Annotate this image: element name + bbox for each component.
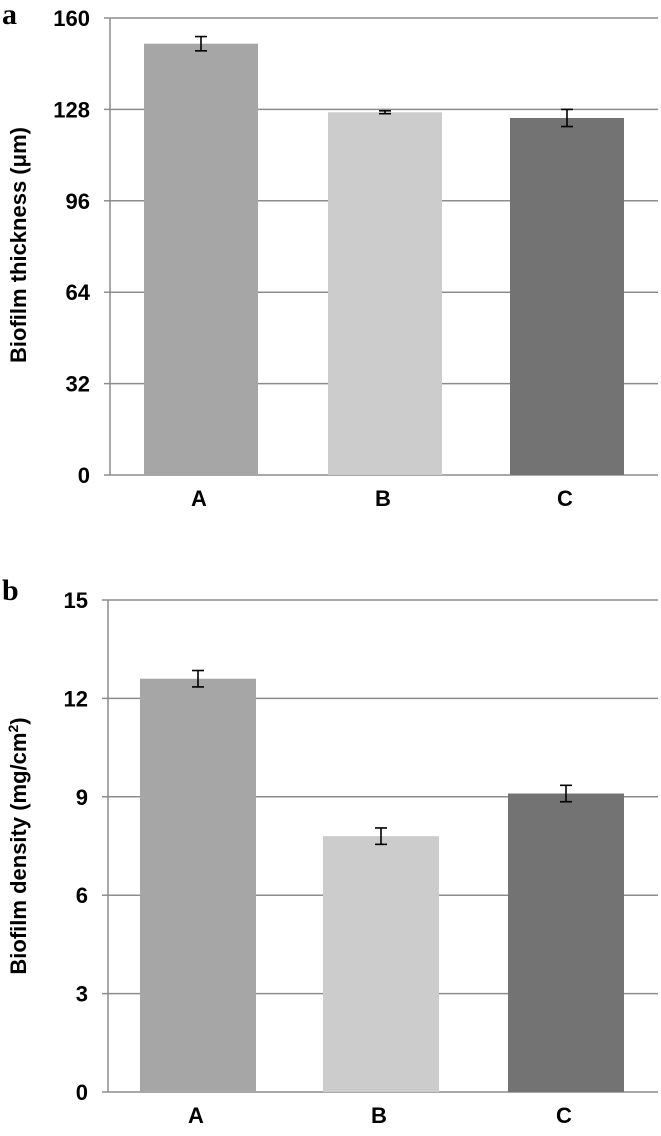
- panel-a-y-tick-label: 32: [66, 372, 90, 397]
- panel-a-bar-B: [328, 112, 442, 475]
- panel-b-y-tick-label: 6: [76, 883, 88, 908]
- panel-a-y-axis-title: Biofilm thickness (μm): [6, 127, 31, 363]
- panel-b-bar-B: [323, 836, 439, 1092]
- panel-a-category-label: A: [191, 486, 207, 511]
- panel-a-error-bars: [195, 35, 573, 128]
- panel-a-y-tick-label: 0: [78, 463, 90, 488]
- panel-b-y-axis-title-end: ): [6, 717, 31, 724]
- panel-a-category-label: B: [375, 486, 391, 511]
- panel-a-y-tick-label: 160: [53, 6, 90, 31]
- panel-b-error-bar-B: [375, 827, 387, 846]
- panel-a-y-tick-label: 128: [53, 97, 90, 122]
- panel-a-bar-A: [144, 43, 258, 476]
- panel-a-tick-labels: 0 32 64 96 128 160: [53, 6, 90, 488]
- panel-b-y-tick-label: 0: [76, 1080, 88, 1105]
- panel-b-y-tick-label: 9: [76, 785, 88, 810]
- panel-b-y-axis-title-sup: 2: [5, 725, 21, 733]
- panel-a: a Biofilm thickness (μm) 0 32 64 96 128 160 A…: [2, 0, 658, 511]
- panel-b-category-labels: A B C: [188, 1103, 572, 1128]
- panel-b-error-bar-C: [560, 784, 572, 803]
- panel-a-category-label: C: [557, 486, 573, 511]
- panel-b: b Biofilm density (mg/cm2) 0 3 6 9 12 15 A B C: [2, 574, 658, 1128]
- panel-b-y-axis-title-main: Biofilm density (mg/cm: [6, 733, 31, 975]
- panel-a-bar-C: [510, 117, 624, 475]
- panel-b-category-label: A: [188, 1103, 204, 1128]
- panel-b-bar-A: [140, 678, 256, 1092]
- panel-a-error-bar-B: [379, 110, 391, 115]
- panel-a-category-labels: A B C: [191, 486, 573, 511]
- panel-a-y-tick-label: 64: [66, 280, 91, 305]
- panel-a-error-bar-C: [561, 108, 573, 128]
- panel-a-y-tick-label: 96: [66, 189, 90, 214]
- panel-b-tick-labels: 0 3 6 9 12 15: [64, 588, 88, 1105]
- panel-b-error-bar-A: [192, 669, 204, 688]
- panel-b-category-label: B: [371, 1103, 387, 1128]
- panel-b-error-bars: [192, 669, 572, 846]
- panel-b-y-tick-label: 15: [64, 588, 88, 613]
- panel-b-y-tick-label: 12: [64, 686, 88, 711]
- panel-b-y-tick-label: 3: [76, 982, 88, 1007]
- panel-b-bar-C: [508, 793, 624, 1092]
- panel-b-category-label: C: [556, 1103, 572, 1128]
- panel-b-bars: [140, 678, 624, 1092]
- panel-a-error-bar-A: [195, 35, 207, 52]
- panel-a-bars: [144, 43, 624, 476]
- panel-b-y-axis-title: Biofilm density (mg/cm2): [5, 717, 31, 974]
- panel-a-letter: a: [2, 0, 17, 31]
- panel-b-letter: b: [2, 574, 19, 607]
